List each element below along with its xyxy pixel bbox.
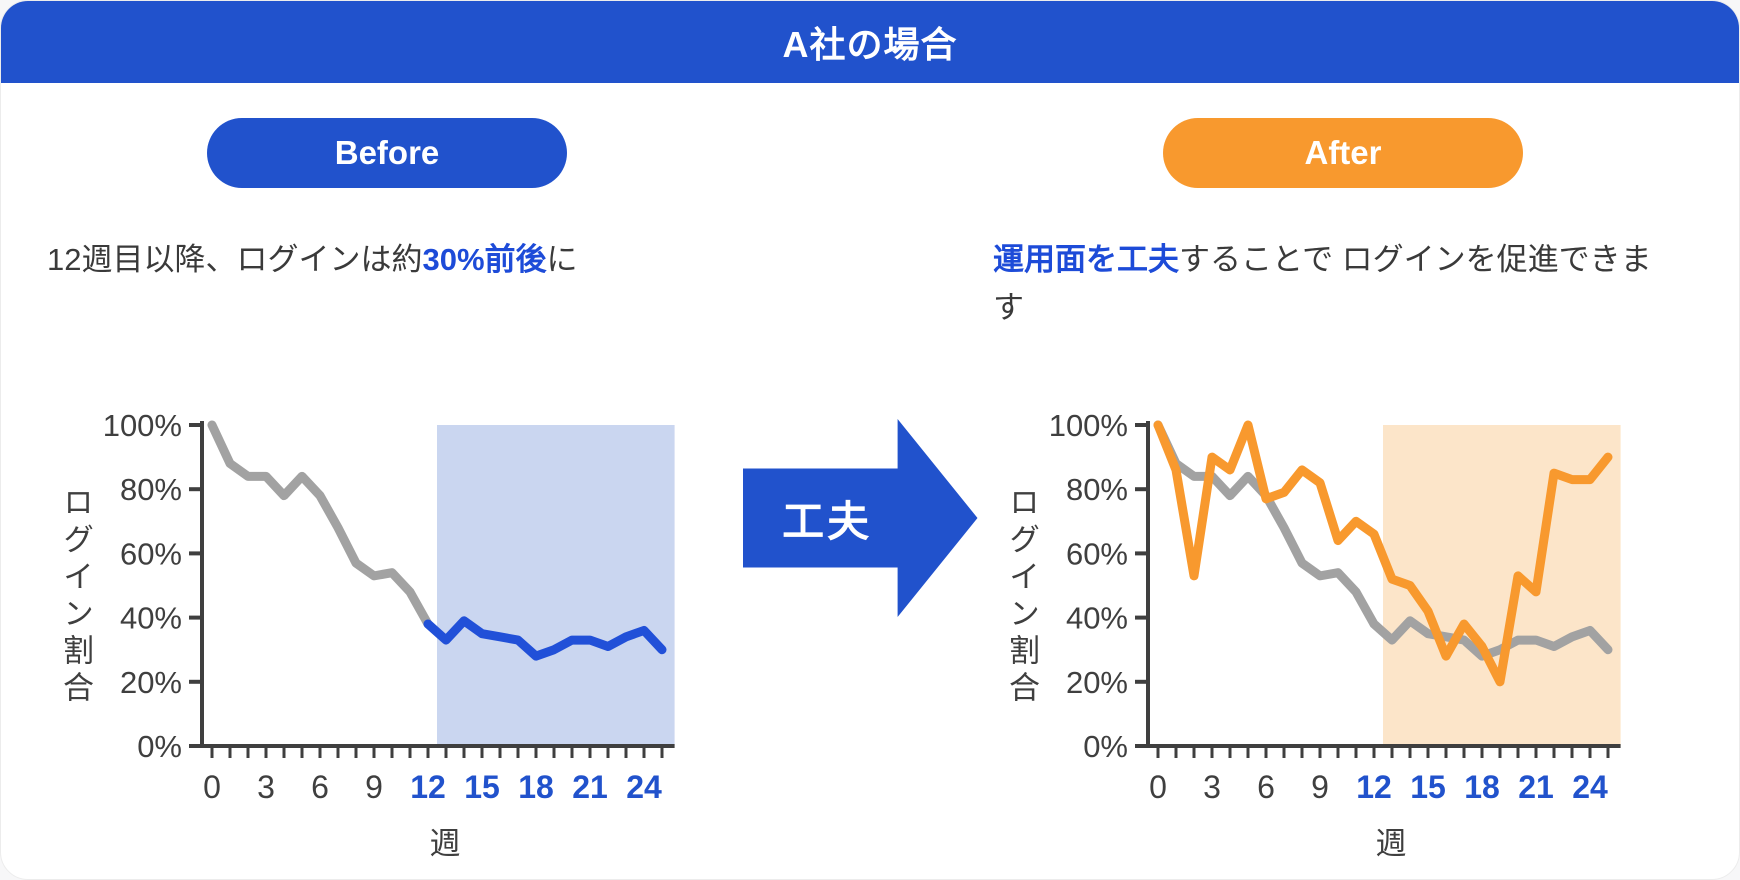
svg-text:100%: 100% xyxy=(1049,408,1128,443)
header-banner: A社の場合 xyxy=(1,1,1739,83)
svg-text:12: 12 xyxy=(410,769,446,805)
before-panel: Before 12週目以降、ログインは約30%前後に ログイン割合 0% 20% 4… xyxy=(47,83,727,863)
before-chart-svg: 0% 20% 40% 60% 80% 100% 0 3 6 9 12 15 18 21 24 xyxy=(103,408,675,805)
arrow-label: 工夫 xyxy=(782,497,873,545)
svg-text:9: 9 xyxy=(365,769,383,805)
before-chart-plot: 0% 20% 40% 60% 80% 100% 0 3 6 9 12 15 18 21 24 xyxy=(102,391,702,816)
svg-text:40%: 40% xyxy=(120,601,182,636)
svg-text:80%: 80% xyxy=(1066,472,1128,507)
after-chart-body: 0% 20% 40% 60% 80% 100% 0 3 6 9 12 15 18 21 24 週 xyxy=(1048,391,1648,863)
svg-text:24: 24 xyxy=(1572,769,1608,805)
svg-text:6: 6 xyxy=(1257,769,1275,805)
caption-text: することで ログインを促進できます xyxy=(993,242,1652,326)
caption-accent-text: 運用面を工夫 xyxy=(993,242,1179,277)
caption-accent-text: 30%前後 xyxy=(422,242,547,277)
after-caption: 運用面を工夫することで ログインを促進できます xyxy=(993,236,1653,354)
series-login-rate-weeks-0-12 xyxy=(207,420,433,629)
svg-text:0: 0 xyxy=(1149,769,1167,805)
svg-text:100%: 100% xyxy=(103,408,182,443)
svg-text:40%: 40% xyxy=(1066,601,1128,636)
before-chart-body: 0% 20% 40% 60% 80% 100% 0 3 6 9 12 15 18 21 24 週 xyxy=(102,391,702,863)
page-title: A社の場合 xyxy=(782,24,958,65)
svg-text:21: 21 xyxy=(1518,769,1554,805)
svg-text:60%: 60% xyxy=(1066,536,1128,571)
after-chart-x-axis-label: 週 xyxy=(1375,826,1407,861)
svg-text:18: 18 xyxy=(518,769,554,805)
before-chart: ログイン割合 0% 20% 40% 60% 80% 100% 0 3 6 9 12 15 18 21 24 … xyxy=(47,391,727,863)
transition-column: 工夫 xyxy=(735,83,985,863)
svg-text:20%: 20% xyxy=(1066,665,1128,700)
svg-text:12: 12 xyxy=(1356,769,1392,805)
svg-text:9: 9 xyxy=(1311,769,1329,805)
caption-text: に xyxy=(546,242,578,277)
series-login-rate-weeks-12-25-plateau xyxy=(423,616,667,661)
after-chart-y-axis-label: ログイン割合 xyxy=(1004,486,1039,708)
svg-text:15: 15 xyxy=(1410,769,1446,805)
svg-text:21: 21 xyxy=(572,769,608,805)
after-badge: After xyxy=(1163,118,1523,188)
svg-text:6: 6 xyxy=(311,769,329,805)
after-chart-svg: 0% 20% 40% 60% 80% 100% 0 3 6 9 12 15 18 21 24 xyxy=(1049,408,1621,805)
svg-text:24: 24 xyxy=(626,769,662,805)
before-chart-y-axis-label: ログイン割合 xyxy=(58,486,93,708)
before-highlight-region xyxy=(437,425,675,746)
caption-text: 12週目以降、ログインは約 xyxy=(47,242,423,277)
svg-text:60%: 60% xyxy=(120,536,182,571)
svg-text:80%: 80% xyxy=(120,472,182,507)
before-badge: Before xyxy=(207,118,567,188)
after-chart-plot: 0% 20% 40% 60% 80% 100% 0 3 6 9 12 15 18 21 24 xyxy=(1048,391,1648,816)
svg-text:3: 3 xyxy=(1203,769,1221,805)
svg-text:18: 18 xyxy=(1464,769,1500,805)
svg-text:0%: 0% xyxy=(137,729,182,764)
before-chart-x-axis-label: 週 xyxy=(429,826,461,861)
content-row: Before 12週目以降、ログインは約30%前後に ログイン割合 0% 20% 4… xyxy=(1,83,1739,863)
svg-text:0: 0 xyxy=(203,769,221,805)
svg-text:0%: 0% xyxy=(1083,729,1128,764)
svg-text:15: 15 xyxy=(464,769,500,805)
after-panel: After 運用面を工夫することで ログインを促進できます ログイン割合 0% 2… xyxy=(993,83,1693,863)
transition-arrow: 工夫 xyxy=(742,419,978,617)
svg-text:3: 3 xyxy=(257,769,275,805)
series-baseline-without-measures xyxy=(1153,420,1613,661)
after-highlight-region xyxy=(1383,425,1621,746)
after-chart: ログイン割合 0% 20% 40% 60% 80% 100% 0 3 6 9 12 15 18 21 24 … xyxy=(993,391,1693,863)
before-caption: 12週目以降、ログインは約30%前後に xyxy=(47,236,727,354)
series-with-operational-measures xyxy=(1153,420,1613,687)
svg-text:20%: 20% xyxy=(120,665,182,700)
